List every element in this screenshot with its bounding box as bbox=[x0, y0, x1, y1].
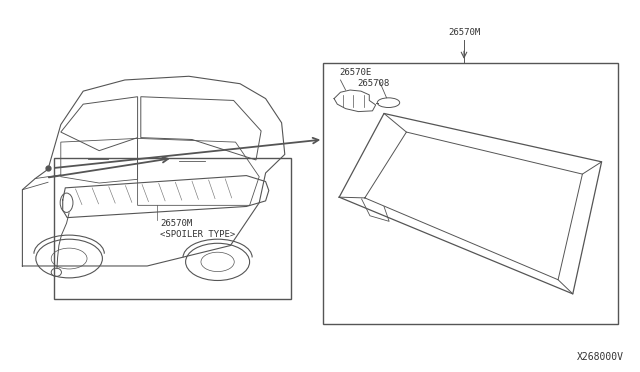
Text: 26570M: 26570M bbox=[448, 28, 480, 37]
Text: X268000V: X268000V bbox=[577, 352, 624, 362]
Text: 265708: 265708 bbox=[357, 79, 389, 88]
Bar bbox=[323, 63, 618, 324]
Text: 26570M: 26570M bbox=[160, 219, 192, 228]
Text: <SPOILER TYPE>: <SPOILER TYPE> bbox=[160, 230, 236, 239]
Text: 26570E: 26570E bbox=[339, 68, 371, 77]
Bar bbox=[54, 158, 291, 299]
